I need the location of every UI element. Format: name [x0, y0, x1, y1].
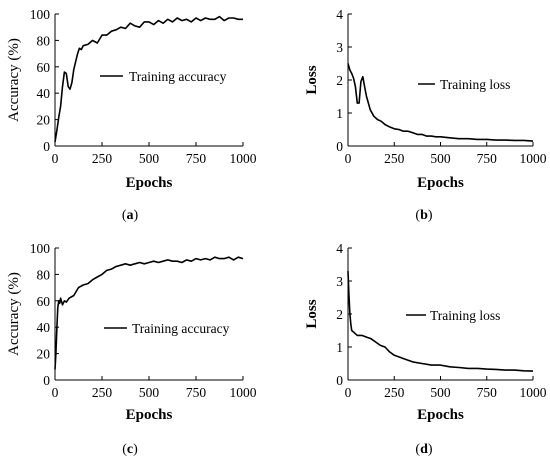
y-tick-label: 0: [43, 139, 50, 154]
y-tick-label: 0: [336, 373, 343, 388]
x-tick-label: 1000: [520, 385, 547, 400]
x-tick-label: 750: [477, 385, 498, 400]
x-tick-label: 1000: [520, 151, 547, 166]
x-tick-label: 250: [92, 385, 113, 400]
x-tick-label: 0: [345, 151, 352, 166]
panel-caption: (b): [415, 208, 432, 223]
series-line: [347, 271, 534, 372]
x-axis-label: Epochs: [417, 407, 464, 423]
y-tick-label: 80: [37, 33, 51, 48]
y-tick-label: 20: [37, 113, 51, 128]
x-axis-label: Epochs: [417, 175, 464, 191]
x-tick-label: 250: [384, 151, 405, 166]
panel-b: 0 250 500 750 1000 0 1 2 3 4 Epochs Loss Training lo…: [304, 7, 547, 223]
y-tick-label: 60: [37, 60, 51, 75]
x-tick-label: 750: [186, 151, 207, 166]
y-tick-label: 4: [336, 241, 343, 256]
x-tick-label: 250: [384, 385, 405, 400]
y-tick-label: 2: [336, 73, 343, 88]
y-tick-label: 0: [43, 373, 50, 388]
legend-label: Training loss: [430, 308, 500, 323]
x-tick-label: 500: [139, 385, 160, 400]
y-tick-label: 100: [30, 7, 51, 22]
x-tick-label: 500: [430, 151, 451, 166]
y-tick-label: 3: [336, 274, 343, 289]
y-axis-label: Loss: [304, 65, 320, 94]
y-axis-label: Accuracy (%): [6, 272, 22, 356]
x-tick-label: 500: [430, 385, 451, 400]
y-tick-label: 60: [37, 294, 51, 309]
x-tick-label: 1000: [230, 385, 257, 400]
y-tick-label: 2: [336, 307, 343, 322]
panel-a: 0 250 500 750 1000 0 20 40 60 80 100 Epochs Accuracy…: [6, 7, 257, 223]
x-axis-label: Epochs: [126, 407, 173, 423]
panel-d: 0 250 500 750 1000 0 1 2 3 4 Epochs Loss Training lo…: [304, 241, 547, 457]
y-tick-label: 0: [336, 139, 343, 154]
panel-caption: (c): [122, 442, 138, 457]
y-tick-label: 3: [336, 40, 343, 55]
y-tick-label: 20: [37, 347, 51, 362]
x-tick-label: 250: [92, 151, 113, 166]
x-axis-label: Epochs: [126, 175, 173, 191]
y-axis-label: Loss: [304, 299, 320, 328]
series-line: [54, 256, 244, 370]
y-axis-label: Accuracy (%): [6, 38, 22, 122]
panel-caption: (d): [415, 442, 432, 457]
y-tick-label: 1: [336, 106, 343, 121]
x-tick-label: 500: [139, 151, 160, 166]
x-tick-label: 0: [52, 385, 59, 400]
x-tick-label: 750: [186, 385, 207, 400]
legend-label: Training loss: [440, 77, 510, 92]
x-tick-label: 750: [477, 151, 498, 166]
y-tick-label: 4: [336, 7, 343, 22]
series-line: [54, 15, 243, 143]
y-tick-label: 40: [37, 320, 51, 335]
series-line: [347, 63, 534, 142]
legend-label: Training accuracy: [129, 69, 227, 84]
legend-label: Training accuracy: [132, 321, 230, 336]
x-tick-label: 0: [52, 151, 59, 166]
panel-caption: (a): [122, 208, 139, 223]
x-tick-label: 1000: [230, 151, 257, 166]
x-tick-label: 0: [345, 385, 352, 400]
y-tick-label: 100: [30, 241, 51, 256]
y-tick-label: 40: [37, 86, 51, 101]
y-tick-label: 80: [37, 267, 51, 282]
y-tick-label: 1: [336, 340, 343, 355]
panel-c: 0 250 500 750 1000 0 20 40 60 80 100 Epochs Accuracy…: [6, 241, 257, 457]
